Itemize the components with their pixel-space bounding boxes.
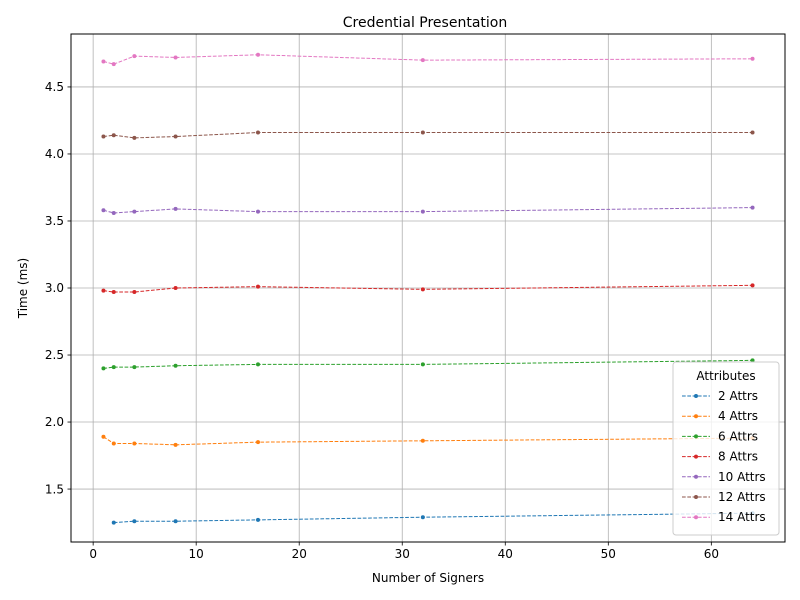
legend-marker — [694, 474, 698, 479]
x-tick-label: 40 — [498, 547, 513, 561]
data-point — [750, 205, 755, 210]
data-point — [256, 209, 260, 214]
data-point — [256, 284, 260, 289]
data-point — [256, 517, 260, 522]
data-point — [132, 441, 137, 446]
legend-label: 8 Attrs — [718, 450, 758, 464]
legend-label: 6 Attrs — [718, 429, 758, 443]
series-layer — [101, 52, 755, 525]
data-point — [132, 365, 137, 370]
data-point — [111, 520, 116, 525]
legend-label: 12 Attrs — [718, 490, 766, 504]
legend-title: Attributes — [696, 369, 755, 383]
data-point — [111, 441, 116, 446]
data-point — [750, 358, 755, 363]
y-tick-label: 2.0 — [45, 415, 64, 429]
data-point — [256, 362, 260, 367]
data-point — [420, 209, 425, 214]
data-point — [132, 135, 137, 140]
data-point — [173, 206, 178, 211]
data-point — [101, 59, 106, 64]
data-point — [101, 434, 106, 439]
data-point — [750, 56, 755, 61]
data-point — [101, 288, 106, 293]
legend-entry: 4 Attrs — [682, 409, 758, 423]
data-point — [111, 62, 116, 67]
data-point — [256, 52, 260, 57]
legend-entry: 6 Attrs — [682, 429, 758, 443]
legend-entry: 8 Attrs — [682, 450, 758, 464]
data-point — [173, 442, 178, 447]
legend-marker — [694, 434, 698, 439]
data-point — [420, 287, 425, 292]
data-point — [111, 133, 116, 138]
data-point — [132, 54, 137, 59]
x-tick-label: 60 — [704, 547, 719, 561]
y-tick-label: 1.5 — [45, 482, 64, 496]
data-point — [101, 134, 106, 139]
data-point — [173, 363, 178, 368]
series-line — [113, 512, 753, 524]
data-point — [111, 210, 116, 215]
data-point — [173, 134, 178, 139]
legend-entry: 12 Attrs — [682, 490, 766, 504]
x-tick-label: 10 — [189, 547, 204, 561]
data-point — [420, 515, 425, 520]
x-axis-title: Number of Signers — [372, 571, 484, 585]
grid-lines — [71, 34, 785, 542]
y-tick-label: 4.0 — [45, 147, 64, 161]
axis-ticks: 0 10 20 30 40 50 60 1.5 2.0 2.5 3.0 3.5 4.0 4.5 — [45, 80, 719, 561]
data-point — [101, 366, 106, 371]
data-point — [173, 55, 178, 60]
series-14-attrs — [101, 52, 755, 67]
legend-label: 10 Attrs — [718, 470, 766, 484]
series-10-attrs — [101, 205, 755, 215]
legend-marker — [694, 495, 698, 499]
legend-entry: 14 Attrs — [682, 510, 766, 524]
data-point — [173, 286, 178, 290]
series-12-attrs — [101, 130, 755, 140]
data-point — [111, 290, 116, 295]
legend-entry: 2 Attrs — [682, 389, 758, 403]
data-point — [420, 438, 425, 443]
legend-label: 2 Attrs — [718, 389, 758, 403]
legend-marker — [694, 414, 698, 419]
legend-box — [672, 361, 780, 536]
data-point — [132, 290, 137, 295]
x-tick-label: 50 — [601, 547, 616, 561]
series-8-attrs — [101, 283, 755, 295]
y-tick-label: 3.5 — [45, 214, 64, 228]
data-point — [111, 365, 116, 370]
y-tick-label: 2.5 — [45, 348, 64, 362]
series-6-attrs — [101, 358, 755, 371]
y-tick-label: 4.5 — [45, 80, 64, 94]
legend-label: 14 Attrs — [718, 510, 766, 524]
legend-marker — [694, 454, 698, 459]
data-point — [256, 130, 260, 135]
data-point — [750, 130, 755, 135]
y-axis-title: Time (ms) — [16, 258, 30, 320]
x-tick-label: 20 — [292, 547, 307, 561]
legend-entry: 10 Attrs — [682, 470, 766, 484]
data-point — [132, 209, 137, 214]
legend-marker — [694, 394, 698, 398]
data-point — [420, 362, 425, 367]
data-point — [173, 519, 178, 524]
legend: Attributes 2 Attrs 4 Attrs 6 Attrs 8 Attrs 10… — [672, 361, 780, 536]
x-tick-label: 0 — [89, 547, 97, 561]
x-tick-label: 30 — [395, 547, 410, 561]
data-point — [132, 519, 137, 524]
data-point — [750, 283, 755, 288]
data-point — [420, 58, 425, 63]
legend-marker — [694, 515, 698, 520]
data-point — [420, 130, 425, 135]
legend-label: 4 Attrs — [718, 409, 758, 423]
y-tick-label: 3.0 — [45, 281, 64, 295]
data-point — [101, 208, 106, 213]
chart-title: Credential Presentation — [343, 15, 507, 31]
data-point — [256, 440, 260, 445]
